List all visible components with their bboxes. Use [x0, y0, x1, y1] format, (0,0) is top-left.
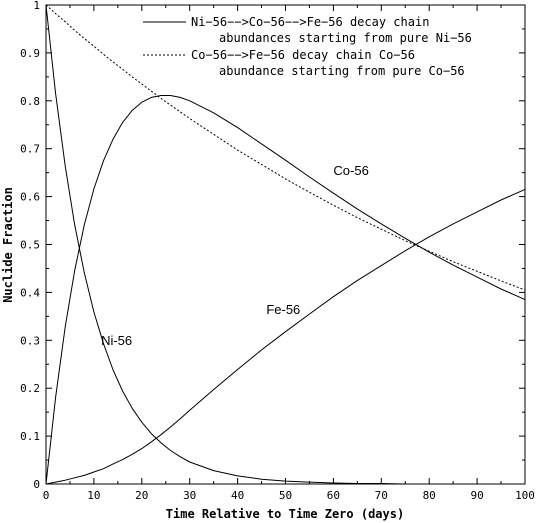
- x-tick-label: 60: [327, 489, 340, 502]
- y-axis-ticks: 0 0.1 0.2 0.3 0.4 0.5 0.6 0.7 0.8 0.9 1: [20, 0, 525, 491]
- y-tick-label: 0.3: [20, 334, 40, 347]
- x-tick-label: 10: [87, 489, 100, 502]
- x-axis-ticks: 0 10 20 30 40 50 60 70 80 90 100: [43, 5, 535, 502]
- y-tick-label: 0.5: [20, 239, 40, 252]
- legend-entry-2-line2: abundance starting from pure Co−56: [219, 64, 465, 78]
- series-line: [45, 188, 526, 485]
- x-tick-label: 50: [279, 489, 292, 502]
- legend-entry-2-line1: Co−56−−>Fe−56 decay chain Co−56: [191, 48, 415, 62]
- y-tick-label: 0.4: [20, 286, 40, 299]
- y-tick-label: 0.7: [20, 143, 40, 156]
- x-tick-label: 30: [183, 489, 196, 502]
- x-tick-label: 20: [135, 489, 148, 502]
- series-line: [45, 4, 525, 485]
- y-tick-label: 0: [33, 478, 40, 491]
- x-tick-label: 0: [43, 489, 50, 502]
- curve-labels: Ni-56 Co-56 Fe-56: [101, 163, 369, 348]
- y-tick-label: 0.9: [20, 47, 40, 60]
- x-tick-label: 90: [470, 489, 483, 502]
- x-tick-label: 70: [375, 489, 388, 502]
- series-layer: [45, 4, 526, 485]
- series-line: [45, 4, 526, 291]
- series-line: [45, 95, 526, 485]
- legend: Ni−56−−>Co−56−−>Fe−56 decay chain abunda…: [143, 15, 472, 78]
- y-axis-title: Nuclide Fraction: [1, 187, 15, 303]
- x-tick-label: 40: [231, 489, 244, 502]
- y-tick-label: 0.6: [20, 191, 40, 204]
- curve-label: Ni-56: [101, 333, 132, 348]
- x-axis-title: Time Relative to Time Zero (days): [166, 507, 404, 521]
- y-tick-label: 0.2: [20, 382, 40, 395]
- y-tick-label: 1: [33, 0, 40, 12]
- y-tick-label: 0.8: [20, 95, 40, 108]
- x-tick-label: 100: [515, 489, 535, 502]
- curve-label: Fe-56: [266, 302, 300, 317]
- legend-entry-1-line1: Ni−56−−>Co−56−−>Fe−56 decay chain: [191, 15, 429, 29]
- x-tick-label: 80: [423, 489, 436, 502]
- curve-label: Co-56: [333, 163, 368, 178]
- y-tick-label: 0.1: [20, 430, 40, 443]
- legend-entry-1-line2: abundances starting from pure Ni−56: [219, 31, 472, 45]
